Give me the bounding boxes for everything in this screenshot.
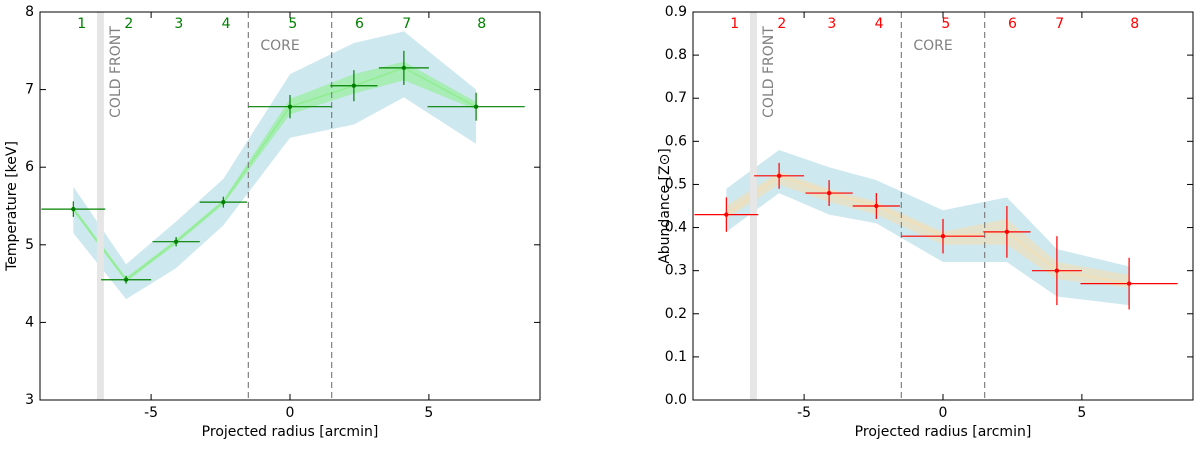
region-label: 2 (777, 16, 786, 32)
x-axis-label: Projected radius [arcmin] (855, 424, 1032, 440)
data-point (826, 190, 832, 196)
region-label: 8 (1130, 16, 1139, 32)
core-label: CORE (260, 38, 299, 54)
data-point (874, 203, 879, 209)
y-tick-label: 8 (25, 4, 34, 20)
y-tick-label: 3 (25, 392, 34, 408)
region-label: 4 (222, 16, 231, 32)
y-tick-label: 0.3 (665, 263, 687, 279)
x-tick-label: -5 (144, 405, 158, 421)
y-axis-label: Abundance [Z⊙] (657, 148, 673, 264)
region-label: 2 (124, 16, 133, 32)
data-point (940, 233, 946, 239)
y-tick-label: 6 (25, 159, 34, 175)
x-tick-label: 0 (286, 405, 295, 421)
x-tick-label: 5 (1077, 405, 1086, 421)
region-label: 8 (477, 16, 486, 32)
inner-band (73, 61, 477, 283)
data-point (351, 83, 357, 88)
x-tick-label: 0 (939, 405, 948, 421)
x-tick-label: -5 (797, 405, 811, 421)
y-tick-label: 0.0 (665, 392, 687, 408)
y-tick-label: 7 (25, 82, 34, 98)
cold-front-label: COLD FRONT (108, 26, 124, 118)
cold-front-label: COLD FRONT (761, 26, 777, 118)
y-tick-label: 5 (25, 237, 34, 253)
x-tick-label: 5 (424, 405, 433, 421)
cold-front-band (96, 12, 104, 400)
region-label: 5 (941, 16, 950, 32)
region-label: 3 (827, 16, 836, 32)
x-axis-label: Projected radius [arcmin] (202, 424, 379, 440)
data-point (221, 199, 226, 205)
outer-band (73, 31, 477, 300)
y-tick-label: 0.2 (665, 306, 687, 322)
region-label: 7 (402, 16, 411, 32)
data-point (473, 104, 479, 109)
data-point (401, 65, 407, 71)
data-point (287, 104, 293, 109)
data-point (776, 173, 782, 179)
y-tick-label: 0.8 (665, 47, 687, 63)
region-label: 4 (875, 16, 884, 32)
data-point (123, 277, 129, 282)
data-point (71, 206, 76, 212)
region-label: 1 (730, 16, 739, 32)
region-label: 6 (355, 16, 364, 32)
cold-front-band (749, 12, 757, 400)
data-point (173, 239, 179, 244)
region-label: 3 (174, 16, 183, 32)
data-point (1126, 281, 1132, 286)
y-tick-label: 0.5 (665, 176, 687, 192)
y-tick-label: 0.9 (665, 4, 687, 20)
region-label: 6 (1008, 16, 1017, 32)
y-tick-label: 0.7 (665, 90, 687, 106)
region-label: 5 (288, 16, 297, 32)
y-tick-label: 4 (25, 314, 34, 330)
data-point (724, 212, 729, 217)
region-label: 7 (1055, 16, 1064, 32)
trend-line (72, 67, 477, 281)
y-tick-label: 0.4 (665, 220, 687, 236)
region-label: 1 (77, 16, 86, 32)
core-label: CORE (913, 38, 952, 54)
data-point (1054, 268, 1060, 273)
y-tick-label: 0.1 (665, 349, 687, 365)
y-axis-label: Temperature [keV] (4, 141, 20, 272)
data-point (1004, 229, 1010, 235)
trend-line (725, 174, 1130, 285)
y-tick-label: 0.6 (665, 133, 687, 149)
